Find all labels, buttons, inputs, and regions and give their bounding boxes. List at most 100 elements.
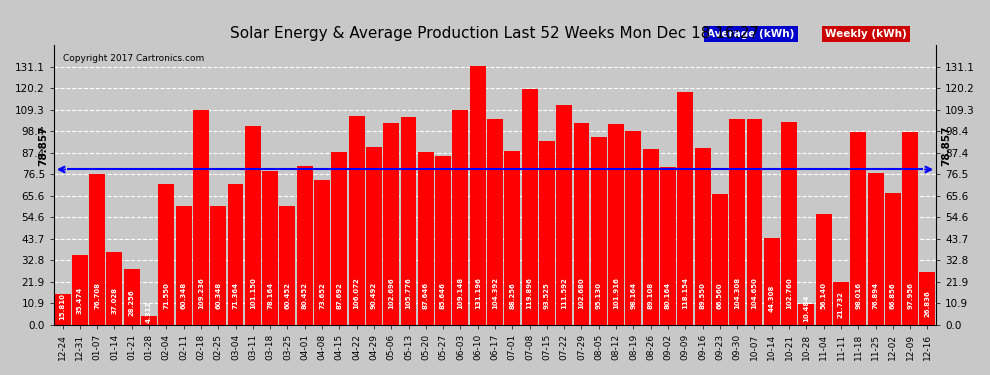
Bar xyxy=(746,119,762,325)
Text: 89.108: 89.108 xyxy=(647,282,653,309)
Text: 102.696: 102.696 xyxy=(388,278,394,309)
Text: 73.652: 73.652 xyxy=(319,282,325,309)
Bar xyxy=(781,123,797,325)
Text: 101.916: 101.916 xyxy=(613,277,619,309)
Text: 104.650: 104.650 xyxy=(751,277,757,309)
Text: 26.836: 26.836 xyxy=(925,290,931,317)
Text: 89.550: 89.550 xyxy=(700,282,706,309)
Text: 111.592: 111.592 xyxy=(561,277,567,309)
Text: 98.016: 98.016 xyxy=(855,282,861,309)
Text: 102.760: 102.760 xyxy=(786,277,792,309)
Bar xyxy=(54,294,70,325)
Bar xyxy=(383,123,399,325)
Bar xyxy=(920,272,936,325)
Text: 109.148: 109.148 xyxy=(457,277,463,309)
Text: 60.348: 60.348 xyxy=(215,282,221,309)
Bar xyxy=(591,138,607,325)
Text: 78.164: 78.164 xyxy=(267,282,273,309)
Text: 85.646: 85.646 xyxy=(441,282,446,309)
Text: 119.896: 119.896 xyxy=(527,277,533,309)
Bar xyxy=(228,184,244,325)
Bar xyxy=(867,173,883,325)
Text: 71.550: 71.550 xyxy=(163,282,169,309)
Bar xyxy=(124,269,140,325)
Bar xyxy=(262,171,278,325)
Text: 87.692: 87.692 xyxy=(337,282,343,309)
Text: 104.308: 104.308 xyxy=(735,277,741,309)
Bar xyxy=(348,116,364,325)
Text: 66.560: 66.560 xyxy=(717,282,723,309)
Bar xyxy=(522,89,538,325)
Bar xyxy=(850,132,866,325)
Text: 87.646: 87.646 xyxy=(423,282,429,309)
Text: 88.256: 88.256 xyxy=(509,282,516,309)
Text: Weekly (kWh): Weekly (kWh) xyxy=(825,29,907,39)
Bar xyxy=(573,123,589,325)
Title: Solar Energy & Average Production Last 52 Weeks Mon Dec 18 16:27: Solar Energy & Average Production Last 5… xyxy=(231,26,759,41)
Text: 78.857: 78.857 xyxy=(941,125,951,165)
Text: Copyright 2017 Cartronics.com: Copyright 2017 Cartronics.com xyxy=(62,54,204,63)
Text: 104.392: 104.392 xyxy=(492,277,498,309)
Bar xyxy=(279,206,295,325)
Bar xyxy=(764,237,780,325)
Text: 76.894: 76.894 xyxy=(872,282,878,309)
Bar xyxy=(332,152,347,325)
Bar xyxy=(210,206,226,325)
Bar xyxy=(556,105,572,325)
Text: 76.708: 76.708 xyxy=(94,282,100,309)
Text: 78.857: 78.857 xyxy=(39,125,49,165)
Bar xyxy=(314,180,330,325)
Text: 109.236: 109.236 xyxy=(198,277,204,309)
Bar xyxy=(89,174,105,325)
Bar xyxy=(245,126,260,325)
Bar xyxy=(193,110,209,325)
Bar xyxy=(816,214,832,325)
Text: 80.164: 80.164 xyxy=(665,282,671,309)
Bar xyxy=(902,132,918,325)
Bar xyxy=(608,124,624,325)
Bar xyxy=(452,110,468,325)
Bar xyxy=(712,194,728,325)
Text: 60.452: 60.452 xyxy=(284,282,290,309)
Text: 60.348: 60.348 xyxy=(180,282,187,309)
Text: 10.484: 10.484 xyxy=(803,294,810,322)
Bar xyxy=(643,149,658,325)
Text: 93.525: 93.525 xyxy=(544,282,549,309)
Text: 44.308: 44.308 xyxy=(769,284,775,312)
Bar xyxy=(401,117,417,325)
Text: 97.956: 97.956 xyxy=(907,282,913,309)
Text: 21.732: 21.732 xyxy=(838,291,843,318)
Bar xyxy=(436,156,451,325)
Bar xyxy=(158,184,174,325)
Bar xyxy=(418,152,434,325)
Text: 90.492: 90.492 xyxy=(371,282,377,309)
Bar xyxy=(539,141,554,325)
Text: 15.810: 15.810 xyxy=(59,293,65,320)
Bar xyxy=(175,206,192,325)
Bar xyxy=(798,304,815,325)
Bar xyxy=(730,119,745,325)
Bar xyxy=(695,148,711,325)
Bar xyxy=(487,119,503,325)
Text: 66.856: 66.856 xyxy=(890,282,896,309)
Bar xyxy=(626,132,642,325)
Text: 37.028: 37.028 xyxy=(112,287,118,314)
Text: 101.150: 101.150 xyxy=(249,277,255,309)
Bar xyxy=(366,147,382,325)
Bar xyxy=(833,282,848,325)
Bar xyxy=(107,252,123,325)
Text: 95.130: 95.130 xyxy=(596,282,602,309)
Text: 4.312: 4.312 xyxy=(147,301,152,324)
Text: 56.140: 56.140 xyxy=(821,282,827,309)
Text: 118.154: 118.154 xyxy=(682,277,688,309)
Text: 102.680: 102.680 xyxy=(578,277,584,309)
Bar xyxy=(885,193,901,325)
Text: 98.164: 98.164 xyxy=(631,282,637,309)
Bar xyxy=(677,92,693,325)
Text: 131.196: 131.196 xyxy=(474,277,481,309)
Text: 80.452: 80.452 xyxy=(302,282,308,309)
Text: 106.072: 106.072 xyxy=(353,277,359,309)
Text: 35.474: 35.474 xyxy=(77,287,83,314)
Bar xyxy=(142,316,157,325)
Bar xyxy=(297,166,313,325)
